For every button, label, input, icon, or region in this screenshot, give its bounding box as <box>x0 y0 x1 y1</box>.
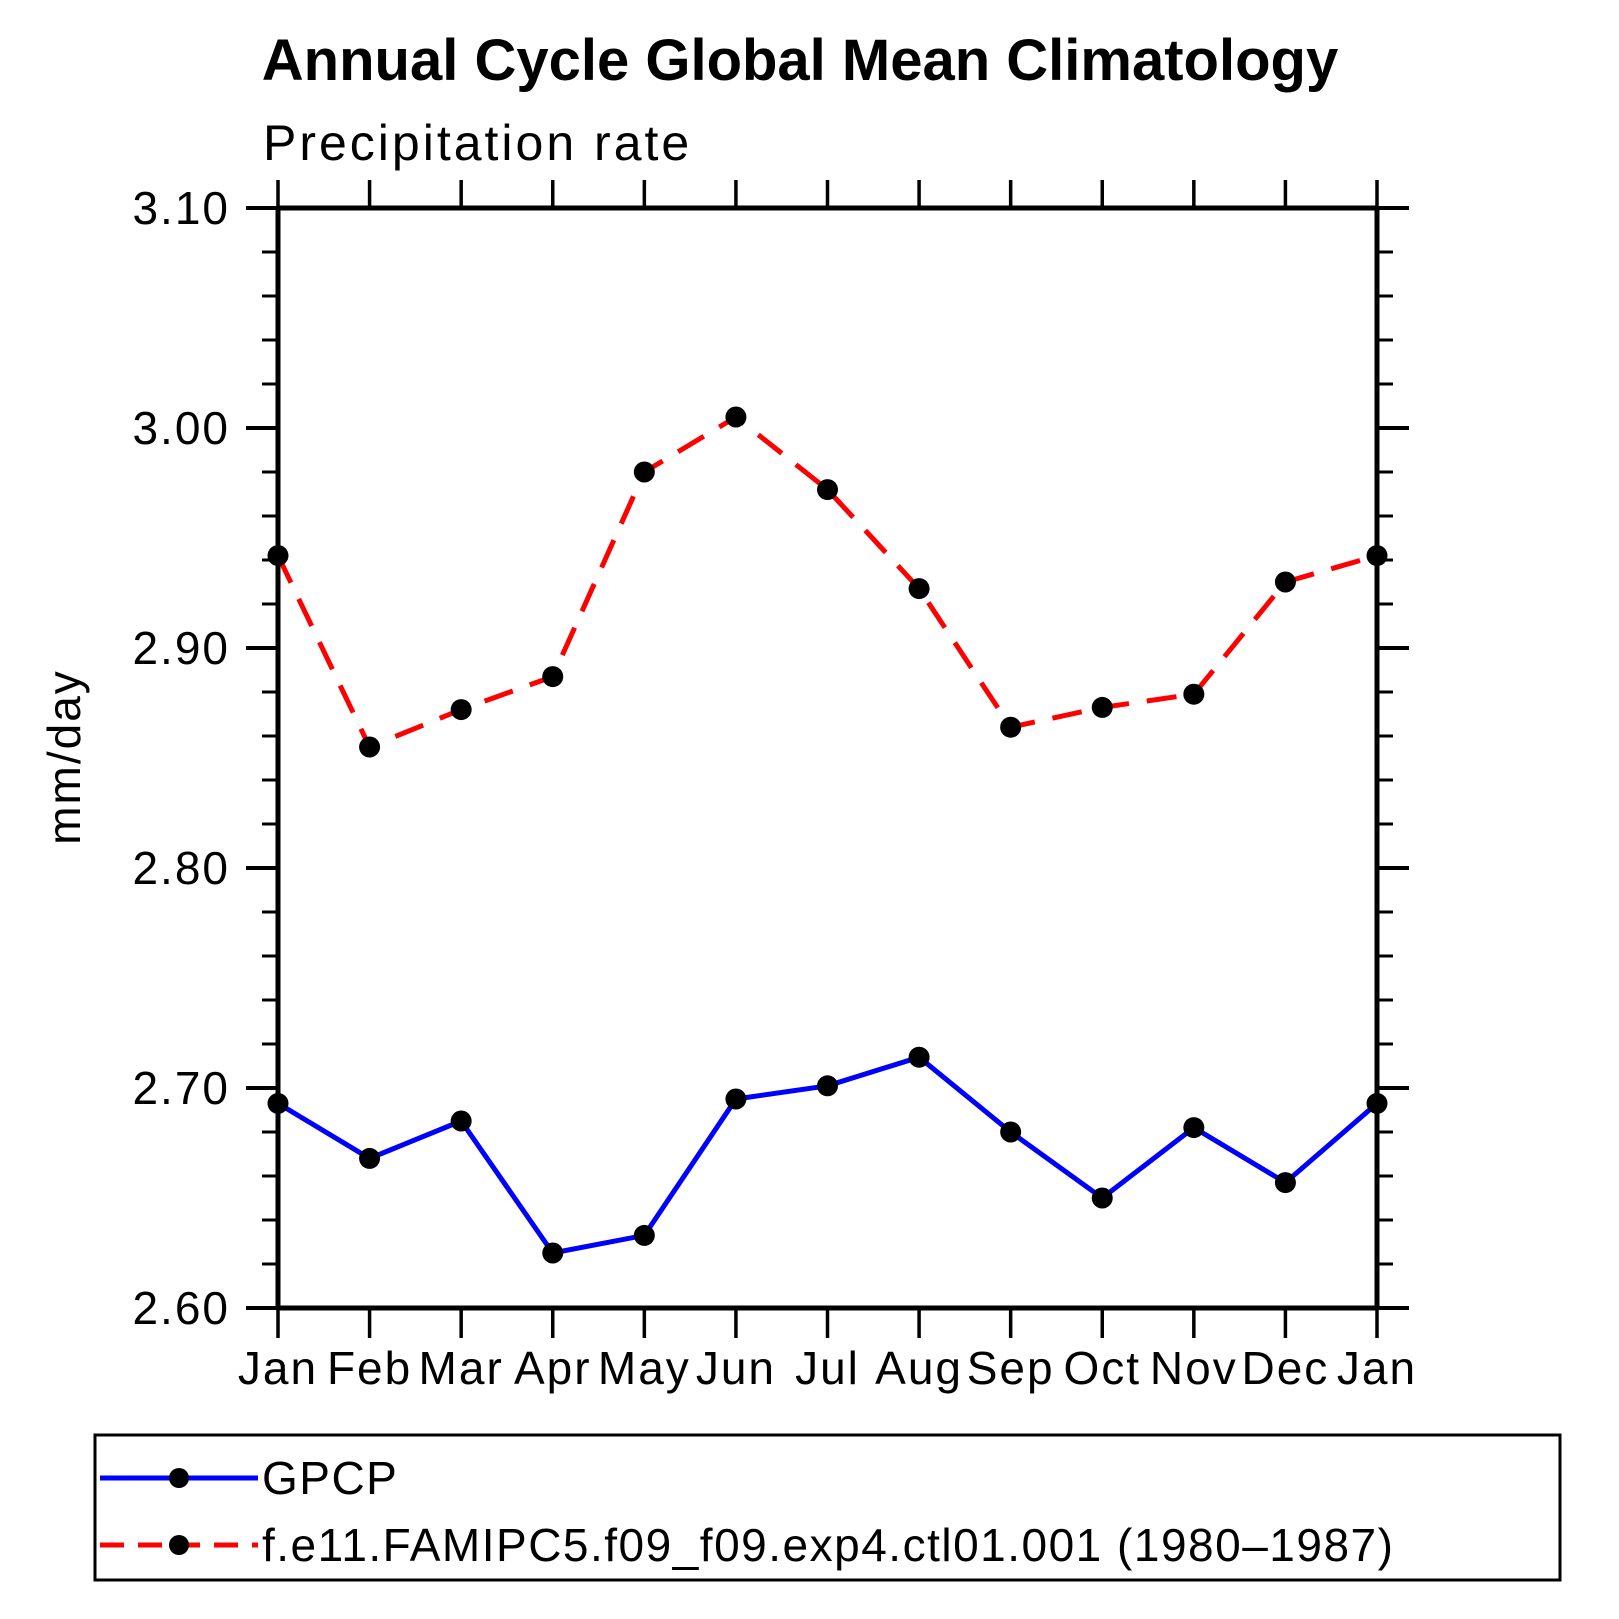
data-point-marker <box>267 545 289 567</box>
data-series <box>267 406 1388 1264</box>
data-point-marker <box>725 406 747 428</box>
axis-tick-labels: Jan Feb Mar Apr May Jun Jul Aug Sep Oct Nov Dec Jan3… <box>132 182 1417 1394</box>
data-point-marker <box>1000 716 1022 738</box>
x-tick-label: Dec <box>1242 1342 1330 1394</box>
y-tick-label: 2.70 <box>132 1062 230 1114</box>
legend-marker-gpcp <box>169 1468 189 1488</box>
data-point-marker <box>1000 1121 1022 1143</box>
data-point-marker <box>908 578 930 600</box>
data-point-marker <box>542 666 564 688</box>
data-point-marker <box>1091 1187 1113 1209</box>
data-point-marker <box>542 1242 564 1264</box>
data-point-marker <box>1366 545 1388 567</box>
y-tick-label: 2.80 <box>132 842 230 894</box>
x-tick-label: Feb <box>327 1342 412 1394</box>
data-point-marker <box>450 1110 472 1132</box>
data-point-marker <box>633 461 655 483</box>
x-tick-label: Oct <box>1063 1342 1141 1394</box>
data-point-marker <box>1274 571 1296 593</box>
data-point-marker <box>1183 683 1205 705</box>
y-axis-label: mm/day <box>38 669 90 845</box>
data-point-marker <box>450 699 472 721</box>
data-point-marker <box>1183 1117 1205 1139</box>
axes <box>246 180 1409 1338</box>
data-point-marker <box>359 1147 381 1169</box>
x-tick-label: Mar <box>419 1342 504 1394</box>
data-point-marker <box>1274 1172 1296 1194</box>
y-tick-label: 3.10 <box>132 182 230 234</box>
legend-marker-model <box>169 1535 189 1555</box>
legend-item-model: f.e11.FAMIPC5.f09_f09.exp4.ctl01.001 (19… <box>100 1519 1394 1571</box>
legend-item-gpcp: GPCP <box>100 1452 398 1504</box>
data-point-marker <box>359 736 381 758</box>
x-tick-label: Jan <box>238 1342 318 1394</box>
y-tick-label: 3.00 <box>132 402 230 454</box>
chart-title: Annual Cycle Global Mean Climatology <box>262 28 1338 93</box>
chart-subtitle: Precipitation rate <box>263 115 692 171</box>
x-tick-label: Aug <box>875 1342 963 1394</box>
data-point-marker <box>817 479 838 501</box>
y-tick-label: 2.60 <box>132 1282 230 1334</box>
data-point-marker <box>1366 1092 1388 1114</box>
x-tick-label: Jan <box>1337 1342 1417 1394</box>
x-tick-label: May <box>598 1342 691 1394</box>
legend-box: GPCP f.e11.FAMIPC5.f09_f09.exp4.ctl01.00… <box>93 1433 1562 1582</box>
x-tick-label: Sep <box>967 1342 1055 1394</box>
x-tick-label: Jun <box>696 1342 776 1394</box>
series-line-1 <box>275 413 1378 751</box>
legend-label-gpcp: GPCP <box>262 1452 398 1504</box>
y-tick-label: 2.90 <box>132 622 230 674</box>
data-point-marker <box>725 1088 747 1110</box>
x-tick-label: Nov <box>1150 1342 1238 1394</box>
legend-label-model: f.e11.FAMIPC5.f09_f09.exp4.ctl01.001 (19… <box>262 1519 1394 1571</box>
data-point-marker <box>817 1075 838 1097</box>
x-tick-label: Jul <box>795 1342 860 1394</box>
data-point-marker <box>267 1092 289 1114</box>
data-point-marker <box>908 1046 930 1068</box>
data-point-marker <box>633 1224 655 1246</box>
data-point-marker <box>1091 696 1113 718</box>
x-tick-label: Apr <box>514 1342 592 1394</box>
legend-border <box>93 1433 1562 1582</box>
